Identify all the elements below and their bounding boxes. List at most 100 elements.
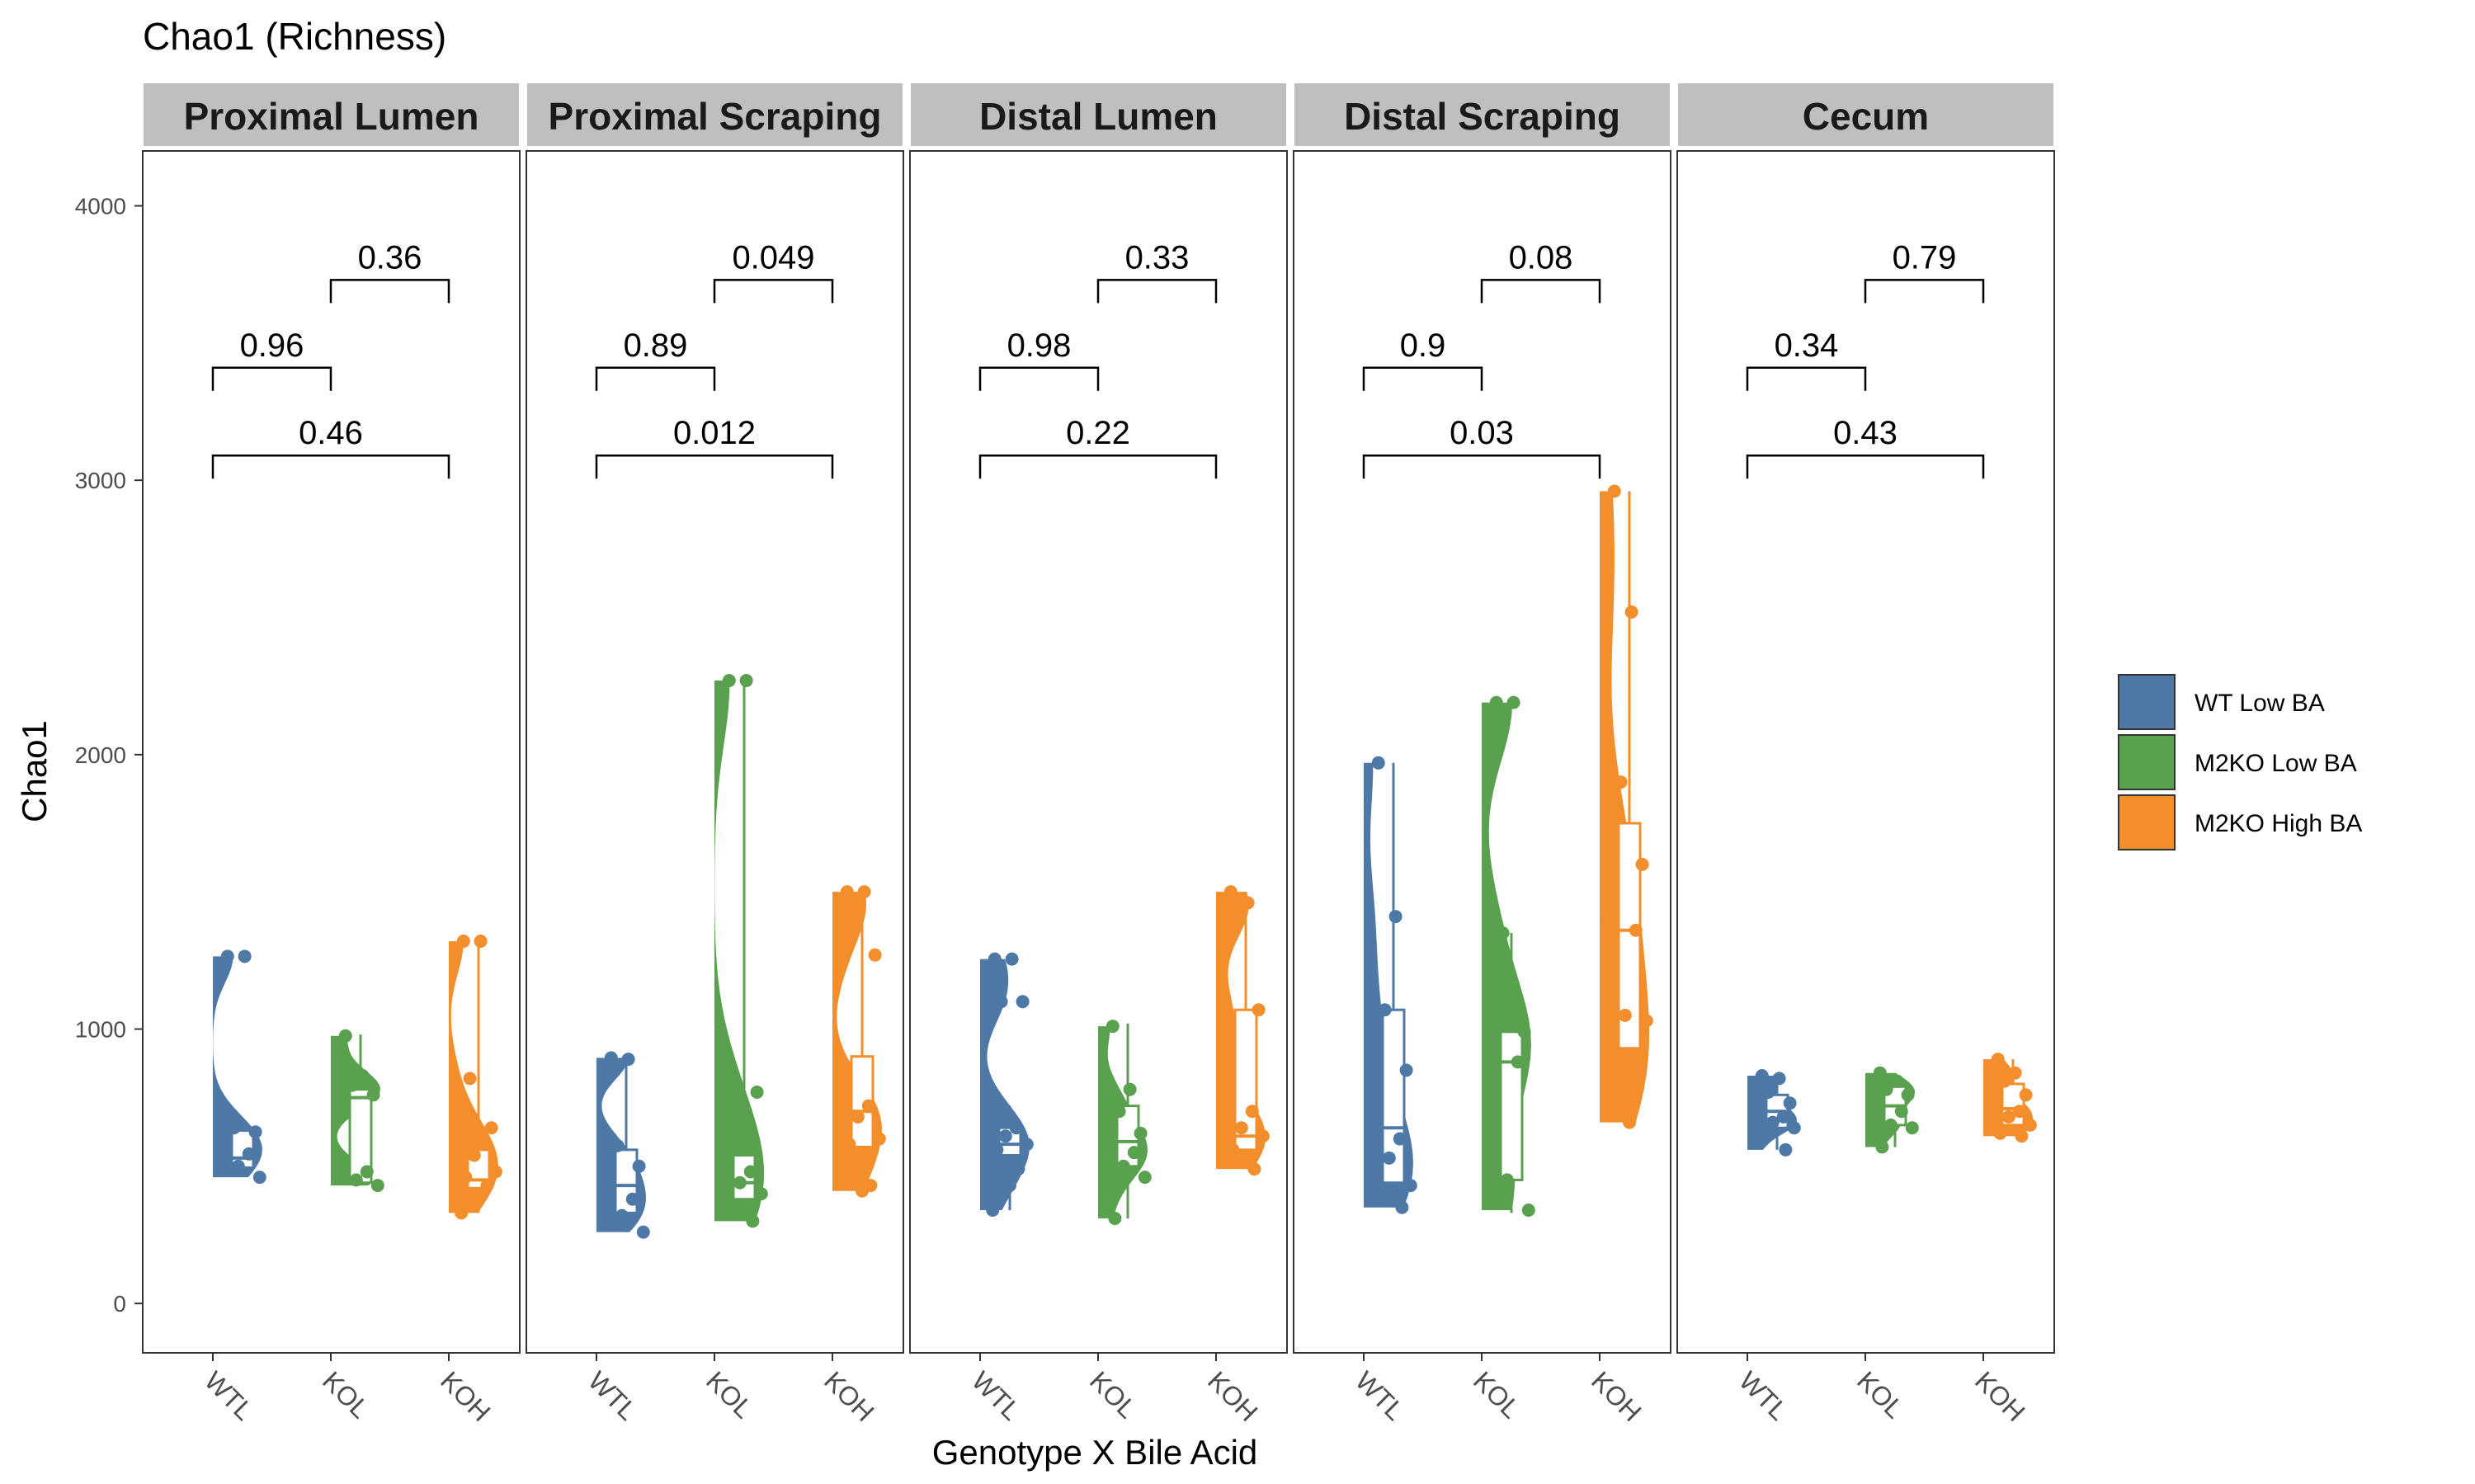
y-axis-title: Chao1: [15, 720, 54, 822]
data-point: [1016, 995, 1030, 1009]
data-point: [1374, 1190, 1388, 1204]
facet-strip: [1293, 82, 1671, 148]
data-point: [1403, 1179, 1417, 1193]
data-point: [861, 1099, 875, 1113]
facet-strip: [142, 82, 521, 148]
facet-strip-label: Proximal Scraping: [549, 95, 882, 138]
data-point: [994, 995, 1008, 1009]
data-point: [983, 1099, 997, 1113]
data-point: [349, 1173, 363, 1187]
data-point: [1226, 1142, 1240, 1157]
data-point: [1134, 1126, 1148, 1140]
data-point: [1783, 1096, 1797, 1110]
y-tick-label: 3000: [75, 468, 126, 493]
data-point: [360, 1165, 374, 1179]
data-point: [625, 1192, 639, 1206]
significance-bracket: [978, 366, 1100, 391]
data-point: [455, 1206, 469, 1220]
p-value-label: 0.012: [673, 415, 756, 451]
x-tick-label: WTL: [1350, 1365, 1410, 1425]
data-point: [615, 1208, 629, 1223]
p-value-label: 0.33: [1125, 239, 1190, 276]
data-point: [728, 1085, 742, 1099]
data-point: [345, 1078, 359, 1092]
data-point: [1395, 1200, 1409, 1214]
box-KOH: [850, 1055, 874, 1149]
data-point: [621, 1053, 635, 1067]
data-point: [1614, 775, 1628, 789]
data-point: [1247, 1162, 1261, 1176]
significance-bracket: [1746, 454, 1985, 479]
data-point: [1112, 1105, 1126, 1119]
x-tick-label: WTL: [966, 1365, 1026, 1425]
data-point: [474, 935, 488, 949]
data-point: [1223, 885, 1238, 899]
data-point: [1020, 1138, 1034, 1152]
data-point: [1123, 1082, 1137, 1096]
data-point: [856, 1184, 869, 1198]
data-point: [1607, 484, 1621, 498]
facet-strip-label: Distal Lumen: [979, 95, 1218, 138]
data-point: [724, 1198, 738, 1212]
data-point: [227, 1121, 241, 1135]
facet-panel-border: [1676, 150, 2055, 1354]
data-point: [478, 1138, 492, 1152]
data-point: [1388, 910, 1402, 924]
data-point: [2019, 1088, 2033, 1102]
data-point: [1138, 1171, 1152, 1185]
legend-label: M2KO Low BA: [2194, 750, 2357, 777]
p-value-label: 0.03: [1450, 415, 1514, 451]
data-point: [1991, 1053, 2005, 1067]
facet-panel: Proximal Scraping WTL KOL KOH 0.049 0.89 0.012: [526, 82, 904, 1427]
data-point: [2012, 1105, 2026, 1119]
data-point: [632, 1159, 646, 1173]
data-point: [1635, 857, 1649, 871]
data-point: [1901, 1088, 1915, 1102]
data-point: [743, 1165, 757, 1179]
data-point: [1106, 1020, 1120, 1034]
data-point: [488, 1165, 502, 1179]
data-point: [722, 674, 736, 688]
facet-panel: Distal Scraping WTL KOL KOH 0.08 0.9 0.03: [1293, 82, 1671, 1427]
x-tick-label: KOH: [435, 1365, 496, 1426]
legend-label: M2KO High BA: [2194, 810, 2362, 837]
significance-bracket: [713, 279, 834, 304]
p-value-label: 0.34: [1775, 327, 1839, 364]
data-point: [1779, 1142, 1793, 1157]
p-value-label: 0.96: [240, 327, 304, 364]
data-point: [1252, 1003, 1266, 1017]
facet-strip: [1676, 82, 2055, 148]
p-value-label: 0.36: [358, 239, 422, 276]
data-point: [472, 1187, 485, 1201]
data-point: [231, 1159, 245, 1173]
data-point: [1127, 1146, 1141, 1160]
data-point: [1610, 1072, 1624, 1086]
data-point: [1230, 912, 1244, 926]
legend-key-KOH: [2118, 794, 2176, 850]
data-point: [857, 885, 871, 899]
data-point: [1623, 1115, 1636, 1129]
data-point: [1241, 896, 1255, 910]
significance-bracket: [978, 454, 1218, 479]
significance-bracket: [211, 454, 450, 479]
x-tick-label: KOL: [1468, 1365, 1526, 1424]
facet-panel: Distal Lumen WTL KOL KOH 0.33 0.98 0.22: [909, 82, 1288, 1427]
p-value-label: 0.89: [624, 327, 688, 364]
x-tick-label: WTL: [582, 1365, 643, 1425]
y-tick-label: 0: [113, 1291, 126, 1317]
data-point: [1879, 1082, 1893, 1096]
significance-bracket: [1746, 366, 1867, 391]
violin-WTL: [1364, 762, 1413, 1208]
x-axis-title: Genotype X Bile Acid: [932, 1433, 1258, 1472]
significance-bracket: [1096, 279, 1218, 304]
data-point: [718, 1148, 732, 1162]
data-point: [1894, 1105, 1908, 1119]
box-KOL: [1499, 1030, 1524, 1181]
data-point: [1766, 1115, 1780, 1129]
data-point: [610, 1138, 625, 1152]
significance-bracket: [595, 366, 716, 391]
significance-bracket: [211, 366, 332, 391]
x-tick-label: KOH: [1202, 1365, 1263, 1426]
